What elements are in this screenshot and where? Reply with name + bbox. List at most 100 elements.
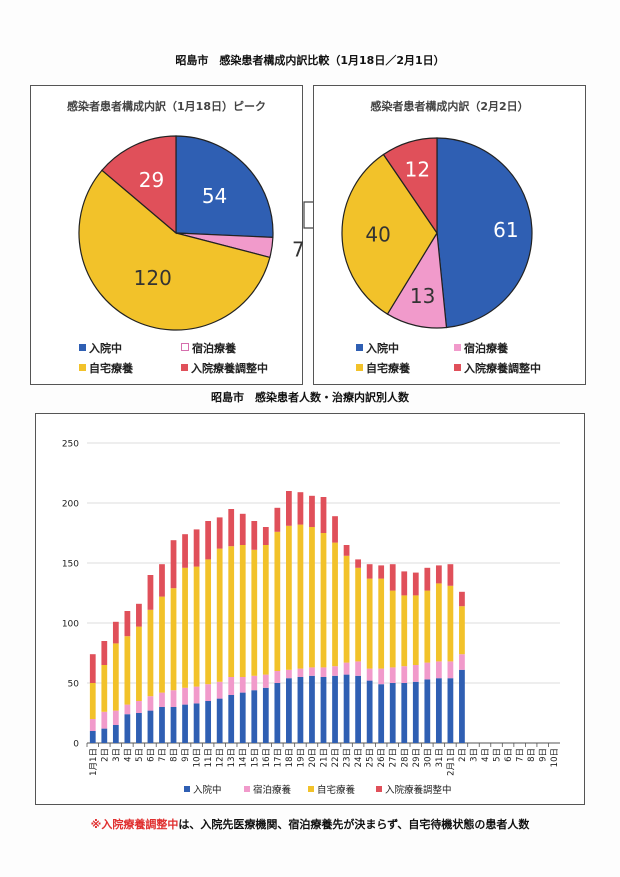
bar-adjust (309, 495, 315, 527)
bar-adjust (147, 575, 154, 610)
pie-jan18-slice-home (78, 169, 271, 331)
bar-hotel (424, 662, 431, 680)
x-tick-label: 5日 (493, 748, 503, 762)
bar-hospital (320, 677, 327, 743)
x-tick-label: 7日 (516, 748, 526, 762)
x-tick-label: 3日 (112, 748, 122, 762)
bar-hotel (262, 674, 269, 688)
bar-adjust (239, 513, 246, 545)
bar-hotel (309, 667, 315, 676)
bar-home (297, 524, 304, 669)
bar-hotel (274, 671, 281, 683)
bar-hospital (101, 728, 108, 743)
bar-home (332, 542, 338, 667)
bar-hotel (159, 692, 165, 707)
bar-home (435, 583, 442, 662)
bar-hotel (228, 677, 235, 695)
y-tick-label: 250 (62, 440, 79, 450)
bar-adjust (136, 603, 142, 627)
bar-home (401, 595, 408, 667)
bar-hospital (286, 678, 292, 743)
legend-swatch-adjust-2 (454, 364, 461, 371)
pie-chart-feb2: 61 13 40 12 (341, 137, 533, 329)
legend-swatch-hotel (244, 786, 250, 792)
x-tick-label: 25日 (366, 748, 376, 767)
x-tick-label: 4日 (481, 748, 491, 762)
bar-home (412, 595, 419, 665)
bar-home (389, 590, 396, 668)
pie-jan18-label-adjust: 29 (139, 168, 164, 192)
x-tick-label: 2日 (458, 748, 468, 762)
legend-swatch-hotel-2 (454, 344, 461, 351)
bar-hotel (193, 686, 200, 704)
bar-adjust (286, 491, 292, 526)
bar-home (89, 683, 96, 719)
bar-home (459, 606, 465, 655)
x-tick-label: 20日 (308, 748, 318, 767)
bar-hospital (124, 714, 131, 743)
bar-home (239, 545, 246, 677)
bar-hotel (401, 666, 408, 683)
bar-hotel (286, 669, 292, 679)
bar-hotel (170, 690, 177, 707)
bar-adjust (355, 559, 361, 568)
bar-hospital (435, 678, 442, 743)
footnote-text: は、入院先医療機関、宿泊療養先が決まらず、自宅待機状態の患者人数 (178, 818, 530, 831)
bar-hotel (136, 701, 142, 713)
x-tick-label: 4日 (123, 748, 133, 762)
bar-hospital (412, 681, 419, 743)
pie-feb2-label-home: 40 (365, 222, 390, 246)
x-tick-label: 24日 (354, 748, 364, 767)
x-tick-label: 13日 (227, 748, 237, 767)
bar-hospital (251, 690, 258, 743)
legend-label-hotel: 宿泊療養 (253, 784, 292, 796)
legend-swatch-home (79, 364, 86, 371)
x-tick-label: 23日 (343, 748, 353, 767)
bar-adjust (320, 497, 327, 533)
bar-hotel (89, 719, 96, 731)
x-tick-label: 18日 (285, 748, 295, 767)
x-tick-label: 2日 (100, 748, 110, 762)
pie-feb2-slice-hospital (436, 137, 533, 329)
pie-jan18-slice-hospital (175, 135, 274, 238)
legend-adjust-2: 入院療養調整中 (454, 360, 541, 376)
x-tick-label: 6日 (146, 748, 156, 762)
x-tick-label: 28日 (400, 748, 410, 767)
pie-feb2-slice-adjust (382, 137, 438, 235)
x-tick-label: 11日 (204, 748, 214, 767)
legend-swatch-hospital-2 (356, 344, 363, 351)
bar-hospital (89, 731, 96, 743)
bar-hotel (412, 665, 419, 682)
bar-adjust (366, 564, 373, 579)
bar-adjust (124, 611, 131, 637)
bar-hospital (297, 677, 304, 743)
bar-home (274, 531, 281, 671)
y-tick-label: 0 (73, 740, 79, 750)
legend-adjust: 入院療養調整中 (181, 360, 268, 376)
legend-swatch-adjust (376, 786, 382, 792)
legend-swatch-hospital (79, 344, 86, 351)
bar-home (147, 609, 154, 697)
bar-hospital (170, 707, 177, 743)
bar-home (216, 548, 223, 682)
bar-hotel (147, 696, 154, 711)
bar-hotel (297, 668, 304, 677)
bar-adjust (101, 641, 108, 665)
x-tick-label: 14日 (239, 748, 249, 767)
pie-jan18-label-hospital: 54 (202, 184, 227, 208)
bar-adjust (401, 571, 408, 596)
footnote: ※入院療養調整中は、入院先医療機関、宿泊療養先が決まらず、自宅待機状態の患者人数 (0, 816, 620, 832)
bar-hospital (239, 692, 246, 743)
legend-hotel-2: 宿泊療養 (454, 340, 508, 356)
bar-home (228, 546, 235, 677)
bar-home (262, 545, 269, 675)
bar-hospital (216, 698, 223, 743)
bar-hotel (239, 677, 246, 693)
y-tick-label: 100 (62, 620, 79, 630)
x-tick-label: 21日 (320, 748, 330, 767)
bar-hotel (435, 661, 442, 679)
x-tick-label: 12日 (216, 748, 226, 767)
pie-title-jan18: 感染者患者構成内訳（1月18日）ピーク (67, 100, 266, 113)
x-tick-label: 19日 (296, 748, 306, 767)
bar-adjust (389, 564, 396, 591)
